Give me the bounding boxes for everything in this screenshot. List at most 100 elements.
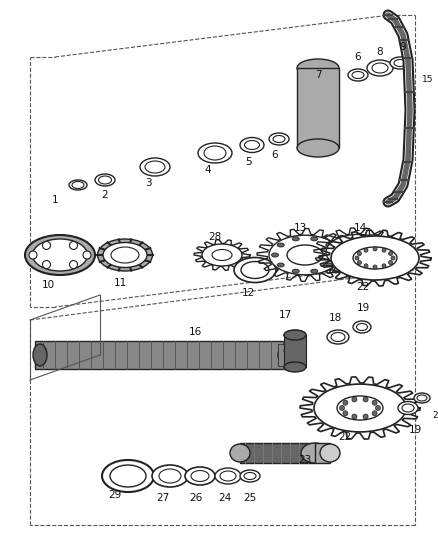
- Text: 14: 14: [353, 223, 367, 233]
- Ellipse shape: [314, 384, 406, 432]
- Text: 28: 28: [208, 232, 222, 242]
- Circle shape: [83, 251, 91, 259]
- Circle shape: [389, 252, 392, 255]
- Circle shape: [339, 406, 345, 410]
- Ellipse shape: [269, 133, 289, 145]
- Text: 6: 6: [272, 150, 278, 160]
- Circle shape: [364, 264, 368, 268]
- Circle shape: [363, 397, 368, 402]
- Ellipse shape: [326, 263, 333, 267]
- Text: 22: 22: [339, 432, 352, 442]
- Ellipse shape: [145, 161, 165, 173]
- Ellipse shape: [326, 235, 390, 270]
- Ellipse shape: [98, 239, 152, 271]
- Ellipse shape: [398, 401, 418, 415]
- Ellipse shape: [320, 444, 340, 462]
- Ellipse shape: [353, 321, 371, 333]
- Text: 4: 4: [205, 165, 211, 175]
- Ellipse shape: [311, 237, 318, 241]
- Ellipse shape: [159, 469, 181, 483]
- Ellipse shape: [301, 443, 329, 463]
- Ellipse shape: [202, 244, 242, 266]
- Circle shape: [343, 411, 348, 416]
- Ellipse shape: [69, 180, 87, 190]
- Bar: [35, 341, 290, 369]
- Ellipse shape: [198, 143, 232, 163]
- Ellipse shape: [353, 247, 397, 269]
- Circle shape: [357, 261, 361, 264]
- Ellipse shape: [95, 174, 115, 186]
- Ellipse shape: [372, 63, 388, 73]
- Circle shape: [70, 241, 78, 249]
- Ellipse shape: [394, 60, 406, 67]
- Circle shape: [70, 261, 78, 269]
- Ellipse shape: [326, 243, 333, 247]
- Ellipse shape: [292, 269, 299, 273]
- Text: 23: 23: [298, 455, 311, 465]
- Text: 1: 1: [52, 195, 58, 205]
- Circle shape: [364, 248, 368, 252]
- Ellipse shape: [220, 471, 236, 481]
- Ellipse shape: [327, 330, 349, 344]
- Ellipse shape: [244, 141, 259, 149]
- Text: 7: 7: [314, 70, 321, 80]
- Ellipse shape: [331, 236, 419, 280]
- Ellipse shape: [297, 59, 339, 77]
- Circle shape: [363, 414, 368, 419]
- Ellipse shape: [102, 460, 154, 492]
- Text: 19: 19: [357, 303, 370, 313]
- Ellipse shape: [286, 339, 304, 347]
- Ellipse shape: [269, 235, 341, 275]
- Ellipse shape: [352, 71, 364, 78]
- Ellipse shape: [33, 344, 47, 366]
- Ellipse shape: [273, 135, 285, 142]
- Ellipse shape: [332, 253, 339, 257]
- Text: 13: 13: [293, 223, 307, 233]
- Ellipse shape: [402, 404, 414, 412]
- Ellipse shape: [240, 138, 264, 152]
- Ellipse shape: [140, 158, 170, 176]
- Circle shape: [357, 252, 361, 255]
- Text: 15: 15: [422, 76, 434, 85]
- Circle shape: [372, 411, 377, 416]
- Ellipse shape: [367, 60, 393, 76]
- Ellipse shape: [212, 249, 232, 261]
- Bar: [284, 335, 306, 367]
- Text: 19: 19: [408, 425, 422, 435]
- Text: 10: 10: [42, 280, 55, 290]
- Ellipse shape: [215, 468, 241, 484]
- Ellipse shape: [230, 444, 250, 462]
- Ellipse shape: [284, 362, 306, 372]
- Ellipse shape: [234, 257, 276, 282]
- Text: 27: 27: [156, 493, 170, 503]
- Text: 25: 25: [244, 493, 257, 503]
- Ellipse shape: [331, 333, 345, 342]
- Ellipse shape: [297, 139, 339, 157]
- Ellipse shape: [103, 243, 147, 268]
- Ellipse shape: [287, 245, 323, 265]
- Text: 29: 29: [108, 490, 122, 500]
- Circle shape: [391, 256, 395, 260]
- Ellipse shape: [111, 247, 139, 263]
- Ellipse shape: [32, 239, 88, 271]
- Text: 18: 18: [328, 313, 342, 323]
- Ellipse shape: [110, 465, 146, 487]
- Ellipse shape: [414, 393, 430, 403]
- Bar: [278, 344, 302, 366]
- Circle shape: [29, 251, 37, 259]
- Ellipse shape: [244, 472, 256, 480]
- Ellipse shape: [348, 69, 368, 81]
- Ellipse shape: [417, 395, 427, 401]
- Text: 5: 5: [245, 157, 251, 167]
- Circle shape: [355, 256, 359, 260]
- Bar: [297, 68, 339, 148]
- Text: 26: 26: [189, 493, 203, 503]
- Circle shape: [42, 241, 50, 249]
- Ellipse shape: [390, 57, 410, 69]
- Ellipse shape: [185, 467, 215, 485]
- Text: 8: 8: [377, 47, 383, 57]
- Text: 22: 22: [357, 282, 370, 292]
- Circle shape: [372, 400, 377, 405]
- Text: 21: 21: [432, 410, 438, 419]
- Ellipse shape: [337, 396, 383, 420]
